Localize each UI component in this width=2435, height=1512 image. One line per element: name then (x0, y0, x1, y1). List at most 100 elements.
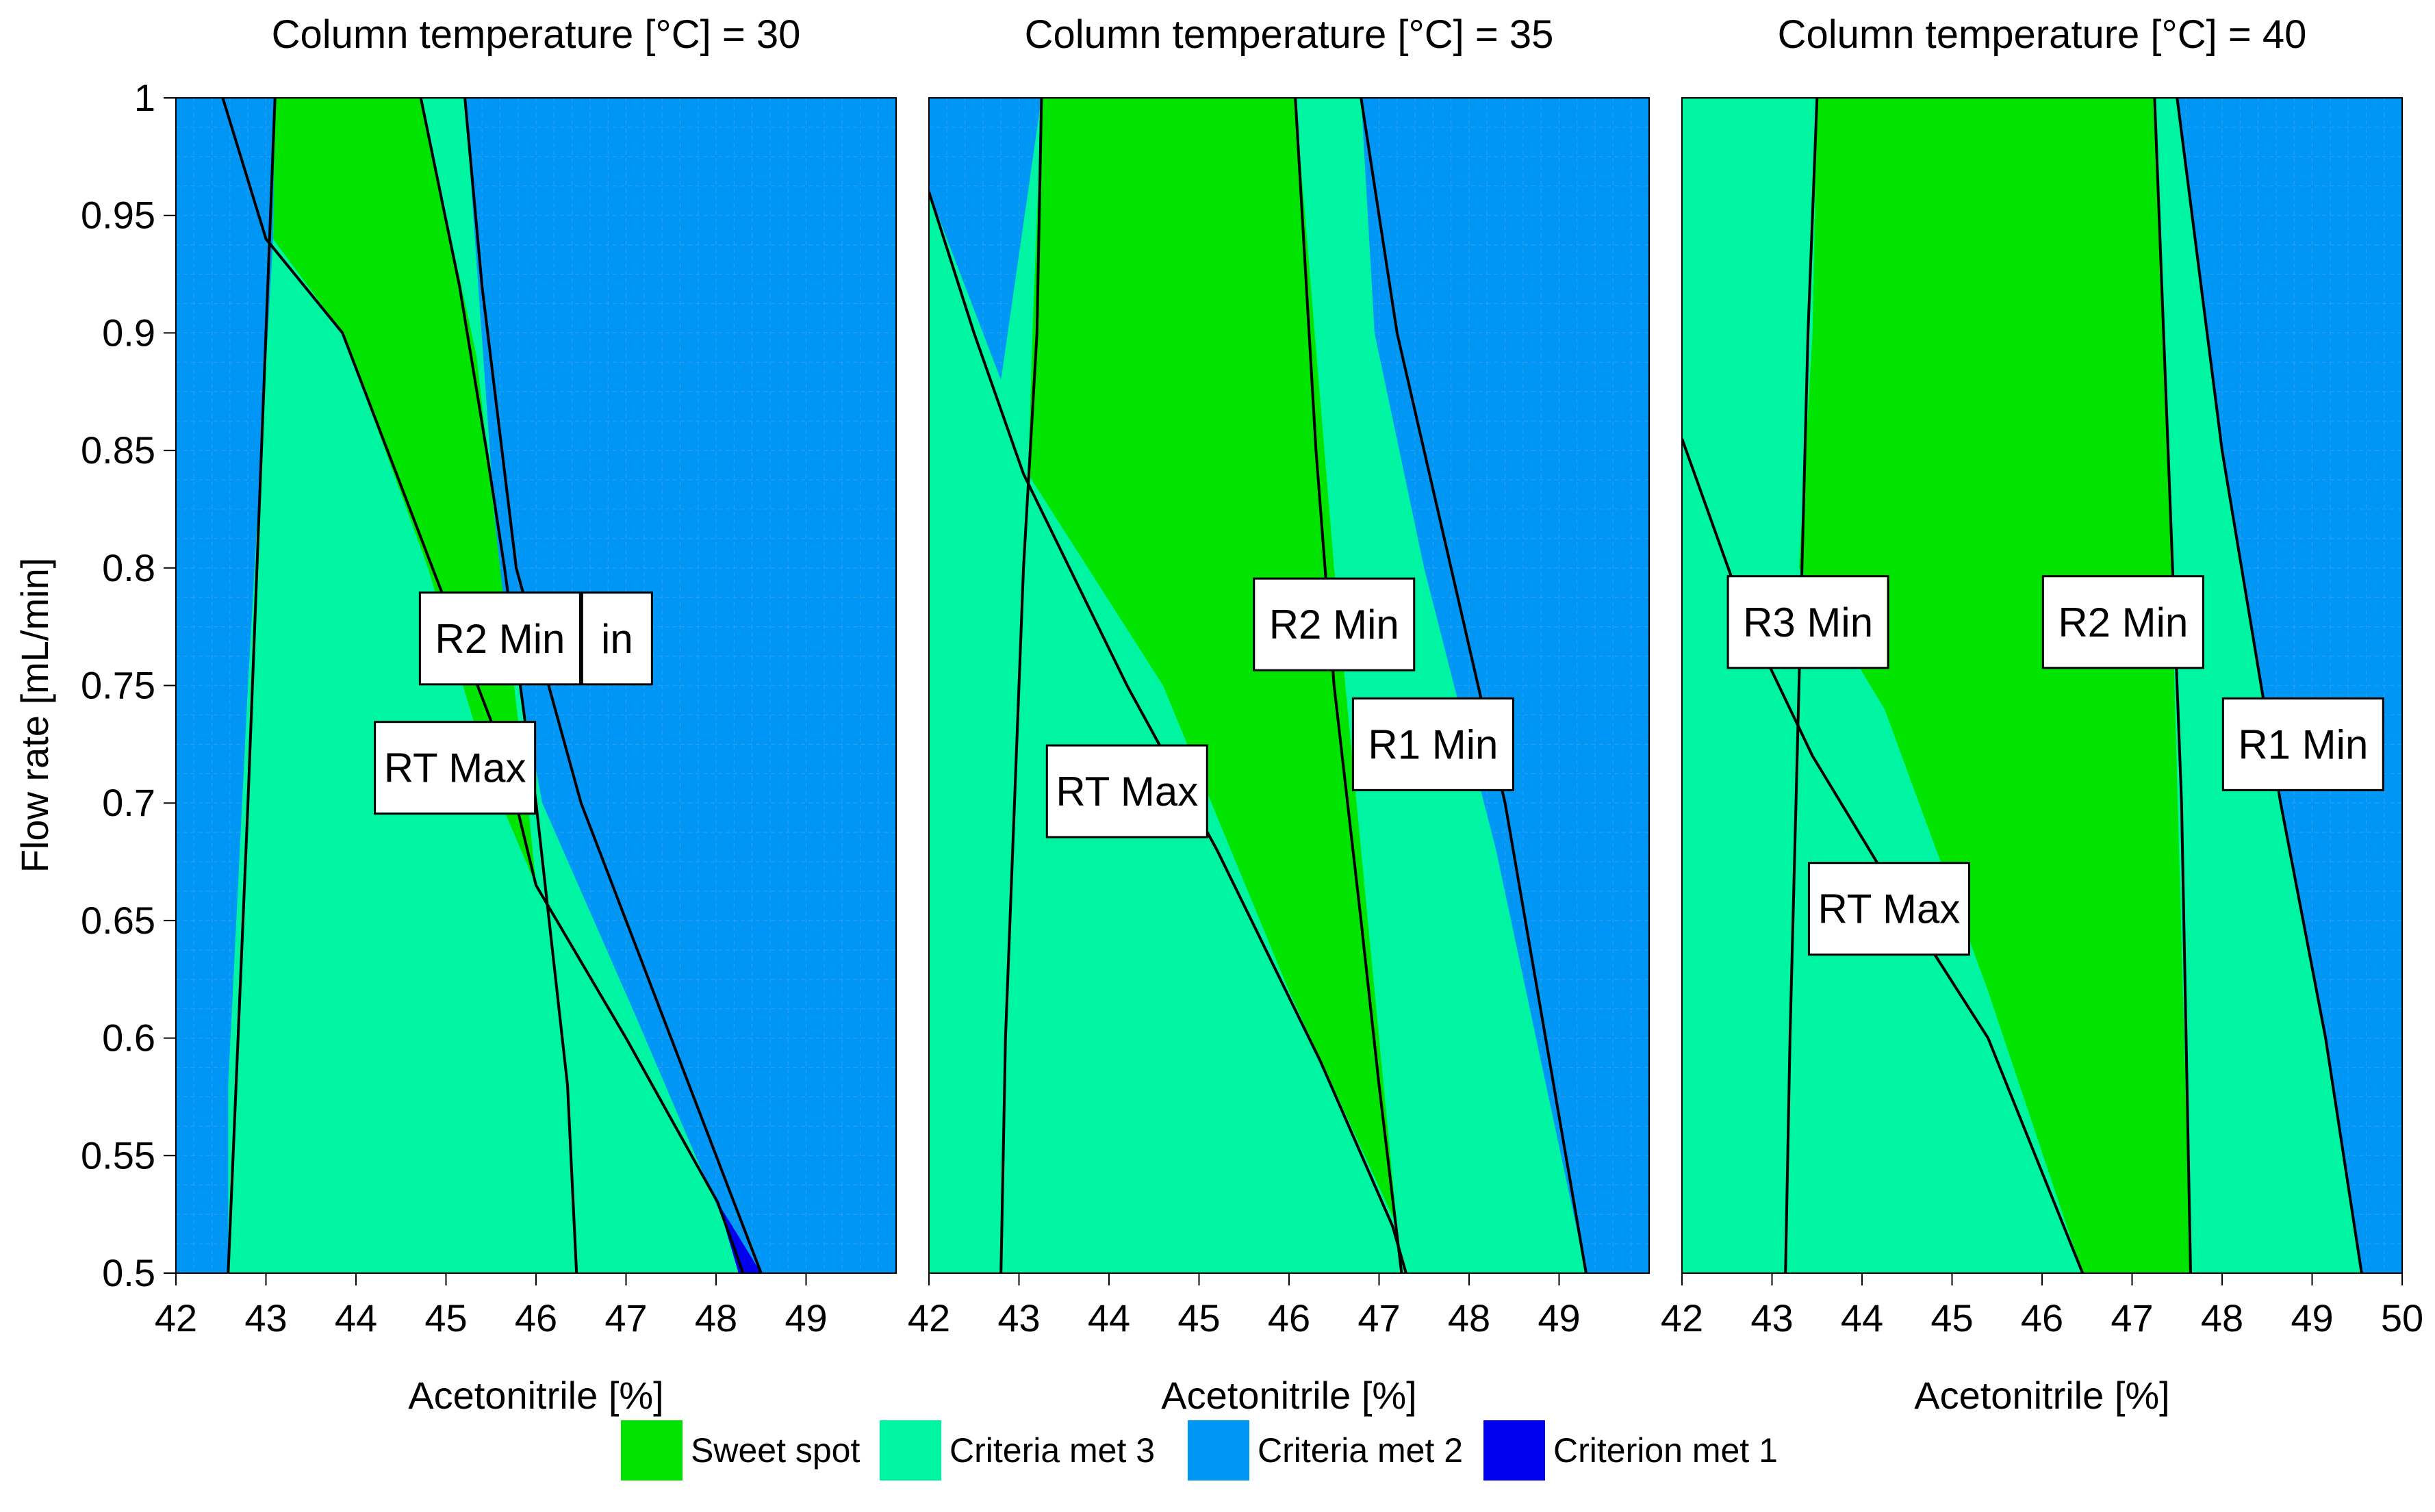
y-tick-label: 0.8 (102, 546, 155, 589)
y-tick-label: 0.75 (81, 664, 155, 707)
x-tick-label: 44 (1841, 1296, 1883, 1340)
annotation-label: R1 Min (1368, 721, 1498, 767)
annotation-label: R1 Min (2238, 721, 2368, 767)
x-axis-title: Acetonitrile [%] (1161, 1374, 1417, 1417)
annotation-r2-min: R2 Min (1253, 577, 1416, 671)
x-tick-label: 42 (1661, 1296, 1703, 1340)
panel-title: Column temperature [°C] = 40 (1778, 12, 2307, 57)
annotation-box (2041, 575, 2204, 669)
boundary-r3-min (227, 98, 277, 1273)
legend-swatch (1188, 1420, 1249, 1481)
annotation-label: R2 Min (435, 616, 565, 662)
annotation-box (418, 591, 581, 686)
annotation-box (2221, 697, 2384, 791)
legend-label: Sweet spot (691, 1431, 860, 1470)
x-tick-label: 45 (424, 1296, 467, 1340)
legend-swatch (621, 1420, 683, 1481)
y-tick-label: 0.55 (81, 1133, 155, 1177)
annotation-box (374, 721, 537, 815)
annotation-r1-min: R1 Min (1351, 697, 1514, 791)
annotation-r1-min: R1 Min (2221, 697, 2384, 791)
boundary-r2-min (1294, 98, 1403, 1273)
x-tick-label: 47 (604, 1296, 647, 1340)
boundary-r1-min (1360, 98, 1588, 1273)
panel-title: Column temperature [°C] = 30 (272, 12, 801, 57)
annotation-in: in (581, 591, 653, 686)
x-tick-label: 43 (1750, 1296, 1793, 1340)
y-tick-label: 0.85 (81, 428, 155, 472)
x-tick-label: 48 (695, 1296, 737, 1340)
x-tick-label: 45 (1930, 1296, 1973, 1340)
x-tick-label: 46 (1268, 1296, 1310, 1340)
y-tick-label: 0.7 (102, 781, 155, 824)
y-tick-label: 0.95 (81, 194, 155, 237)
x-tick-label: 43 (997, 1296, 1040, 1340)
y-axis-title: Flow rate [mL/min] (13, 558, 56, 873)
annotation-box (1807, 862, 1970, 956)
boundary-r3-min (999, 98, 1043, 1273)
y-tick-label: 0.6 (102, 1016, 155, 1060)
x-tick-label: 44 (335, 1296, 377, 1340)
boundary-r2-min (419, 98, 578, 1273)
legend-swatch (880, 1420, 941, 1481)
panel-1: R2 Min in RT Max Column temperature [°C] = … (81, 12, 897, 1417)
x-axis-title: Acetonitrile [%] (408, 1374, 664, 1417)
region-sweet-spot (1798, 98, 2191, 1273)
region-criterion-met-1 (717, 1203, 761, 1273)
annotation-label: RT Max (1056, 769, 1198, 815)
x-tick-label: 47 (1357, 1296, 1400, 1340)
x-tick-label: 42 (155, 1296, 197, 1340)
annotation-rt-max: RT Max (1045, 744, 1208, 838)
x-tick-label: 48 (2201, 1296, 2243, 1340)
x-tick-label: 45 (1177, 1296, 1220, 1340)
annotation-r2-min: R2 Min (2041, 575, 2204, 669)
y-tick-label: 0.9 (102, 311, 155, 354)
annotation-label: RT Max (1818, 886, 1961, 932)
annotation-box (581, 591, 653, 686)
x-tick-label: 47 (2111, 1296, 2153, 1340)
x-tick-label: 43 (244, 1296, 287, 1340)
legend-item-criterion-met-1: Criterion met 1 (1483, 1420, 1778, 1481)
panel-2: R2 Min R1 Min RT Max Column temperature [°C… (908, 12, 1650, 1417)
x-tick-label: 49 (2291, 1296, 2333, 1340)
annotation-box (1253, 577, 1416, 671)
region-sweet-spot (1028, 98, 1397, 1227)
boundary-r1-min (2176, 98, 2363, 1273)
y-tick-label: 1 (134, 76, 155, 119)
legend-item-criteria-met-3: Criteria met 3 (880, 1420, 1155, 1481)
x-tick-label: 50 (2381, 1296, 2423, 1340)
annotation-r2-min: R2 Min (418, 591, 581, 686)
annotation-label: RT Max (384, 745, 526, 791)
y-tick-label: 0.65 (81, 899, 155, 942)
legend-swatch (1483, 1420, 1545, 1481)
x-tick-label: 44 (1088, 1296, 1130, 1340)
legend-item-sweet-spot: Sweet spot (621, 1420, 860, 1481)
x-tick-label: 46 (515, 1296, 557, 1340)
panels: R2 Min in RT Max Column temperature [°C] = … (81, 12, 2423, 1417)
panel-title: Column temperature [°C] = 35 (1025, 12, 1554, 57)
annotation-box (1045, 744, 1208, 838)
annotation-box (1351, 697, 1514, 791)
boundary-r3-min (1784, 98, 1819, 1273)
x-tick-label: 46 (2021, 1296, 2063, 1340)
x-tick-label: 48 (1448, 1296, 1490, 1340)
panel-3: R3 Min R2 Min R1 Min RT Max Column temperatu… (1661, 12, 2423, 1417)
annotation-rt-max: RT Max (374, 721, 537, 815)
annotation-label: R2 Min (2058, 600, 2188, 645)
x-tick-label: 42 (908, 1296, 950, 1340)
legend-label: Criteria met 3 (949, 1431, 1155, 1470)
annotation-rt-max: RT Max (1807, 862, 1970, 956)
annotation-box (1726, 575, 1889, 669)
annotation-label: in (601, 616, 633, 662)
legend-label: Criteria met 2 (1258, 1431, 1463, 1470)
annotation-r3-min: R3 Min (1726, 575, 1889, 669)
legend: Sweet spot Criteria met 3 Criteria met 2 Cr… (621, 1420, 1778, 1481)
x-tick-label: 49 (1538, 1296, 1580, 1340)
annotation-label: R3 Min (1743, 600, 1873, 645)
legend-label: Criterion met 1 (1553, 1431, 1778, 1470)
x-tick-label: 49 (785, 1296, 827, 1340)
y-tick-label: 0.5 (102, 1251, 155, 1294)
x-axis-title: Acetonitrile [%] (1914, 1374, 2170, 1417)
legend-item-criteria-met-2: Criteria met 2 (1188, 1420, 1463, 1481)
